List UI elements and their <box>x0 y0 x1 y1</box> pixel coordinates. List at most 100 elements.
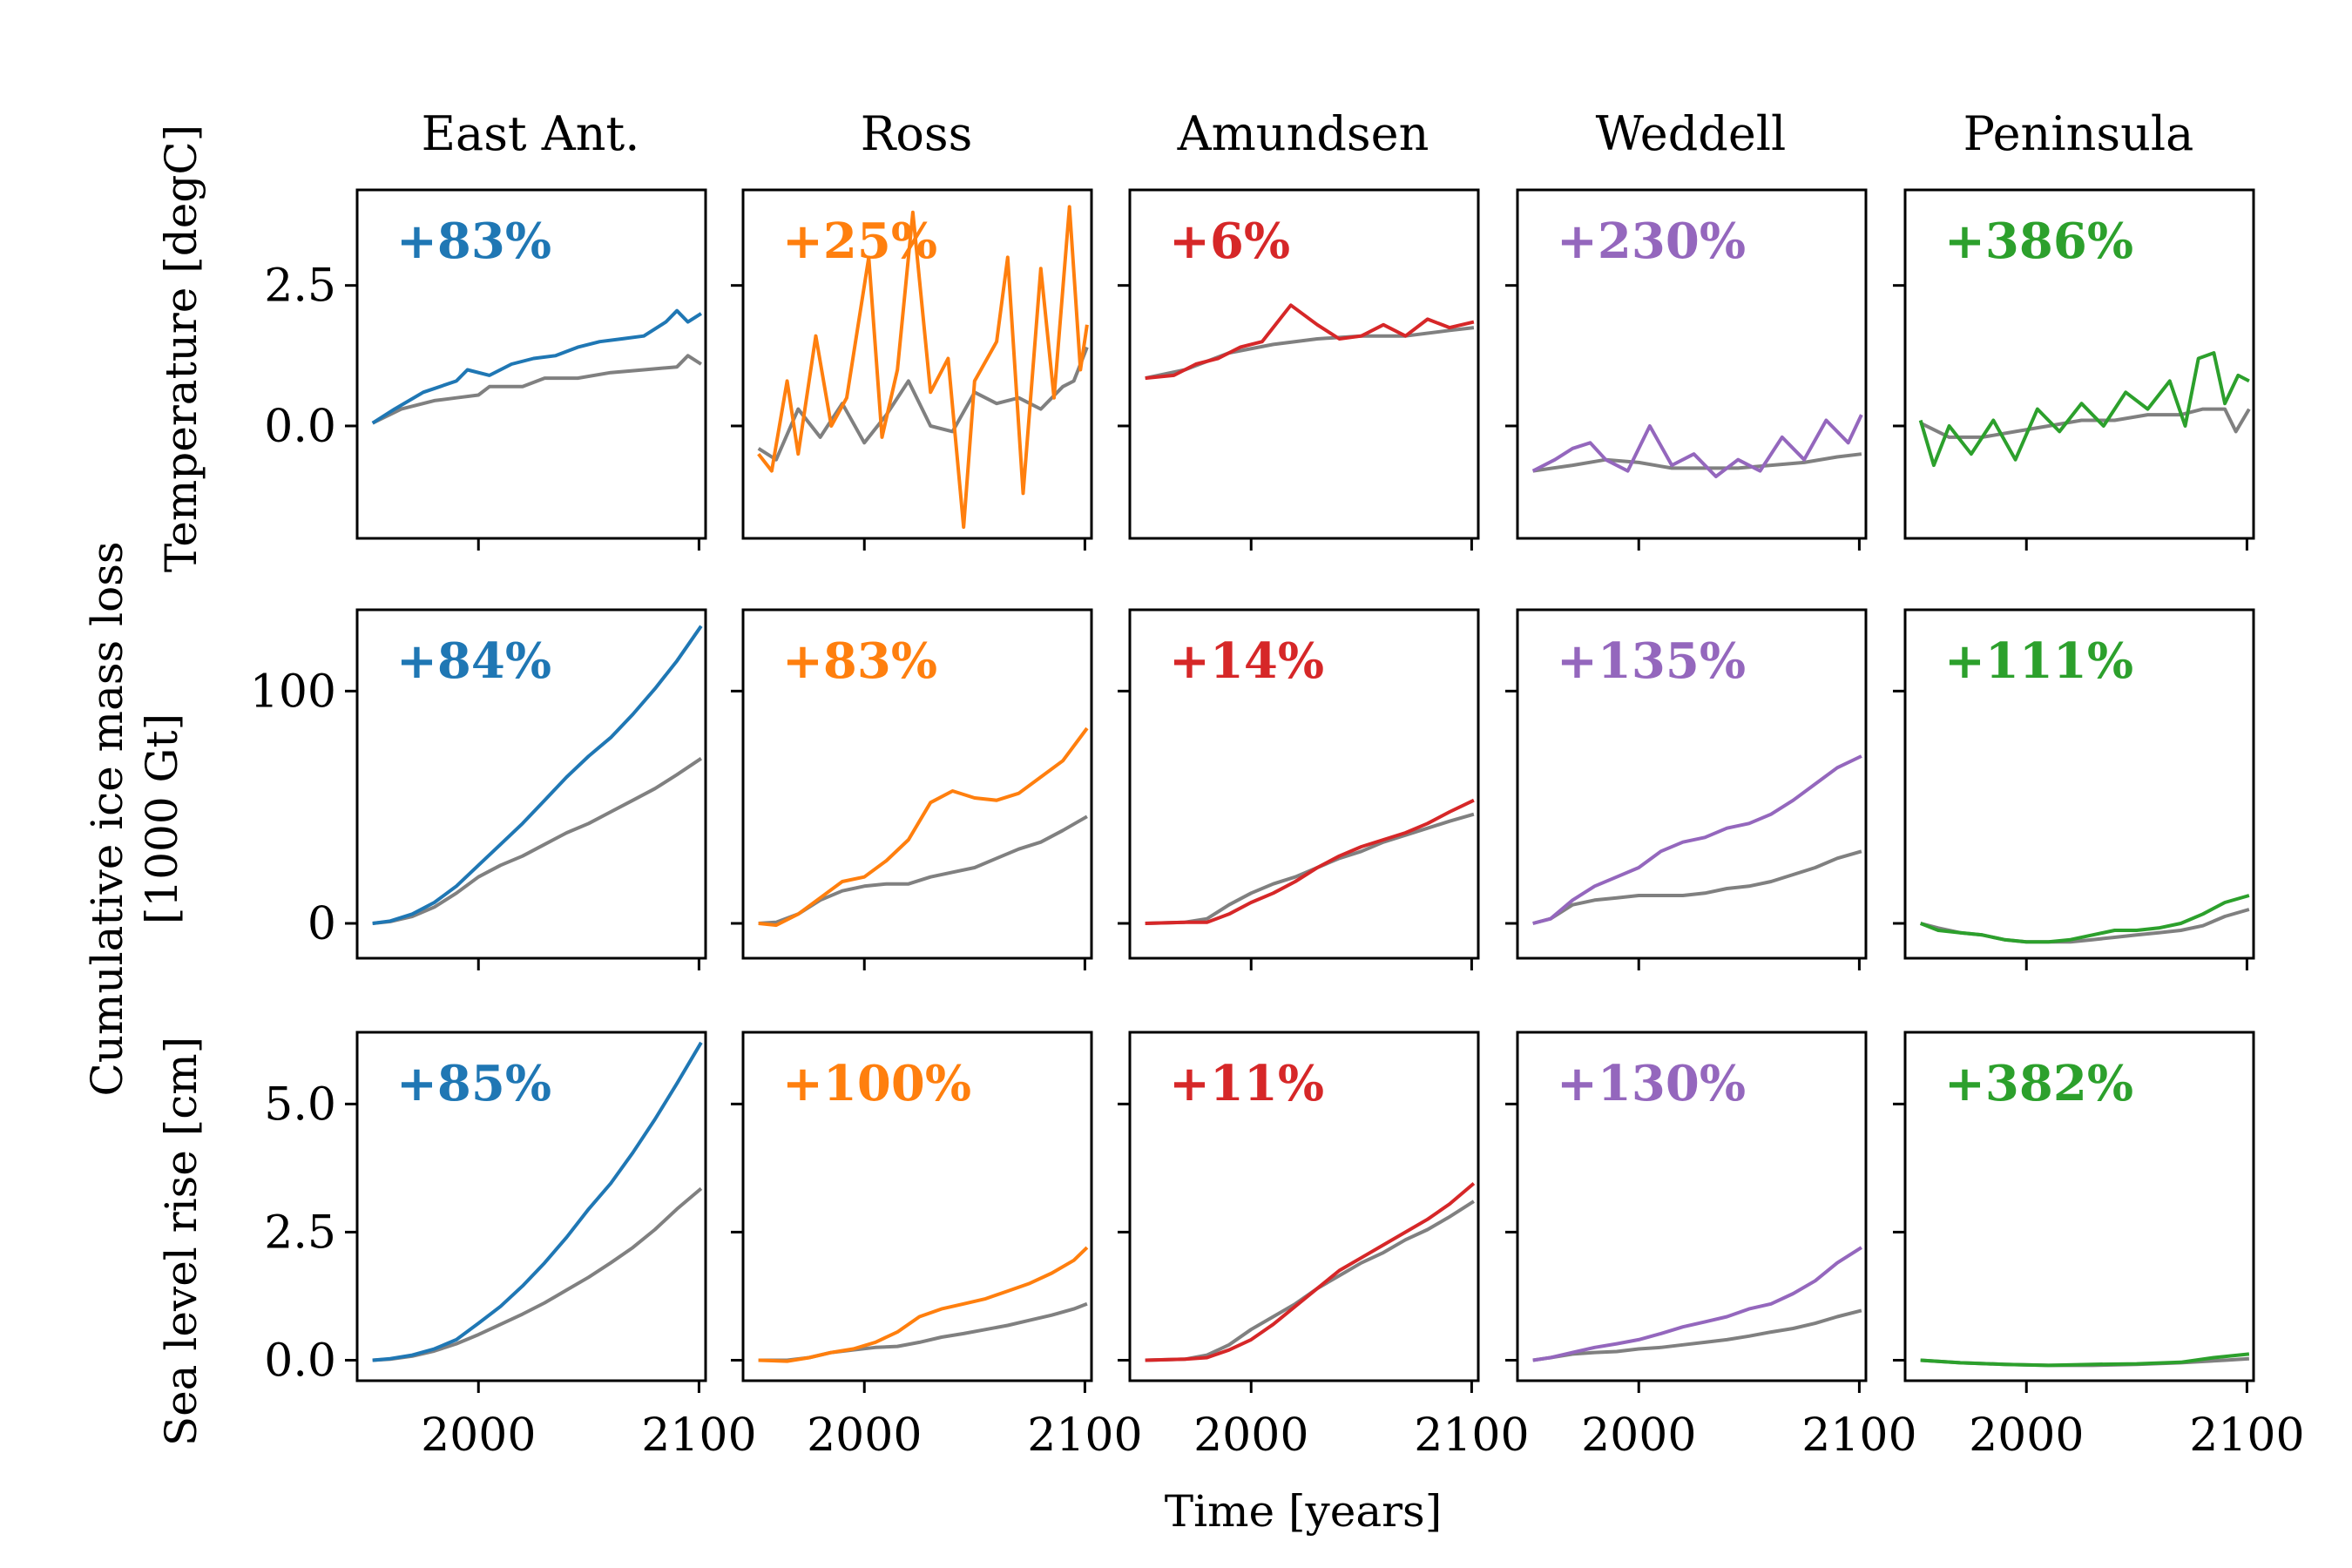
series-reference-line <box>1532 452 1862 473</box>
series-ross-line <box>758 727 1089 928</box>
series-reference-line <box>1919 407 2251 439</box>
axes-frame <box>1903 608 2255 960</box>
panel-r2-ross: +100% 2000 2100 <box>731 1031 1143 1462</box>
ylabel-temperature: Temperature [degC] <box>156 125 206 572</box>
percent-change-label: +100% <box>782 1055 971 1112</box>
series-weddell-line <box>1531 414 1863 478</box>
column-title-amundsen: Amundsen <box>1177 106 1429 161</box>
percent-change-label: +130% <box>1557 1055 1746 1112</box>
x-tick-label: 2000 <box>421 1409 536 1462</box>
axes-frame <box>1128 1031 1480 1382</box>
axes-frame <box>741 1031 1093 1382</box>
panel-r0-peninsula: +386% <box>1893 188 2255 551</box>
y-tick-label: 2.5 <box>264 1206 336 1259</box>
axes-frame <box>1128 188 1480 540</box>
axes-frame <box>355 188 707 540</box>
y-tick-label: 0 <box>308 898 336 950</box>
panel-r2-east-ant: +85% 0.0 2.5 5.0 2000 2100 <box>264 1031 757 1462</box>
xlabel: Time [years] <box>1165 1486 1442 1537</box>
axes-frame <box>1903 188 2255 540</box>
ylabel-ice-mass-loss-line2: [1000 Gt] <box>137 713 187 924</box>
percent-change-label: +84% <box>396 632 551 690</box>
column-title-east-ant: East Ant. <box>422 106 640 161</box>
panel-r2-amundsen: +11% 2000 2100 <box>1118 1031 1530 1462</box>
axes-frame <box>1516 608 1868 960</box>
percent-change-label: +382% <box>1944 1055 2133 1112</box>
y-tick-label: 2.5 <box>264 260 336 313</box>
series-peninsula-line <box>1920 1352 2250 1368</box>
series-peninsula-line <box>1918 351 2250 468</box>
series-weddell-line <box>1532 1246 1862 1362</box>
x-tick-label: 2100 <box>1027 1409 1142 1462</box>
series-amundsen-line <box>1145 303 1475 381</box>
series-reference-line <box>1145 812 1475 925</box>
panel-r1-amundsen: +14% <box>1118 608 1480 970</box>
column-titles: East Ant. Ross Amundsen Weddell Peninsul… <box>422 106 2194 161</box>
percent-change-label: +83% <box>396 213 551 270</box>
x-tick-label: 2100 <box>1801 1409 1916 1462</box>
series-reference-line <box>757 346 1089 462</box>
percent-change-label: +25% <box>782 213 937 270</box>
series-reference-line <box>1145 326 1475 381</box>
series-reference-line <box>372 1186 703 1362</box>
column-title-weddell: Weddell <box>1596 106 1787 161</box>
x-tick-label: 2000 <box>1581 1409 1696 1462</box>
series-peninsula-line <box>1919 894 2250 944</box>
x-tick-label: 2100 <box>2189 1409 2304 1462</box>
series-reference-line <box>758 1301 1088 1362</box>
y-tick-label: 0.0 <box>264 1335 336 1387</box>
panel-r0-ross: +25% <box>731 188 1093 551</box>
percent-change-label: +135% <box>1557 632 1746 690</box>
panel-r1-east-ant: +84% 0 100 <box>250 608 707 970</box>
percent-change-label: +111% <box>1944 632 2133 690</box>
series-amundsen-line <box>1145 798 1475 925</box>
series-east-ant-line <box>371 308 702 425</box>
panel-r1-peninsula: +111% <box>1893 608 2255 970</box>
series-reference-line <box>1532 849 1862 925</box>
x-tick-label: 2100 <box>1414 1409 1529 1462</box>
axes-frame <box>741 608 1093 960</box>
series-reference-line <box>372 757 703 925</box>
percent-change-label: +85% <box>396 1055 551 1112</box>
panel-r1-weddell: +135% <box>1505 608 1868 970</box>
panel-r0-weddell: +230% <box>1505 188 1868 551</box>
panel-r0-amundsen: +6% <box>1118 188 1480 551</box>
percent-change-label: +6% <box>1169 213 1290 270</box>
column-title-peninsula: Peninsula <box>1963 106 2194 161</box>
column-title-ross: Ross <box>861 106 973 161</box>
panel-r2-weddell: +130% 2000 2100 <box>1505 1031 1917 1462</box>
axes-frame <box>1516 188 1868 540</box>
y-tick-label: 100 <box>250 666 336 718</box>
series-ross-line <box>757 205 1089 530</box>
percent-change-label: +14% <box>1169 632 1324 690</box>
x-tick-label: 2100 <box>641 1409 756 1462</box>
axes-frame <box>355 1031 707 1382</box>
panel-r2-peninsula: +382% 2000 2100 <box>1893 1031 2305 1462</box>
series-reference-line <box>1532 1308 1862 1362</box>
ylabel-ice-mass-loss-line1: Cumulative ice mass loss <box>82 541 132 1096</box>
x-tick-label: 2000 <box>807 1409 922 1462</box>
series-weddell-line <box>1532 754 1862 925</box>
y-tick-label: 5.0 <box>264 1078 336 1131</box>
series-east-ant-line <box>372 1041 703 1362</box>
axes-frame <box>1516 1031 1868 1382</box>
percent-change-label: +230% <box>1557 213 1746 270</box>
axes-frame <box>1903 1031 2255 1382</box>
x-tick-label: 2000 <box>1969 1409 2084 1462</box>
axes-frame <box>1128 608 1480 960</box>
panel-r0-east-ant: +83% 0.0 2.5 <box>264 188 707 551</box>
series-amundsen-line <box>1145 1181 1476 1362</box>
ylabel-sea-level-rise: Sea level rise [cm] <box>156 1037 206 1446</box>
percent-change-label: +386% <box>1944 213 2133 270</box>
y-tick-label: 0.0 <box>264 401 336 453</box>
percent-change-label: +11% <box>1169 1055 1324 1112</box>
x-tick-label: 2000 <box>1193 1409 1308 1462</box>
axes-frame <box>355 608 707 960</box>
row-labels: Temperature [degC] Cumulative ice mass l… <box>82 125 206 1446</box>
axes-frame <box>741 188 1093 540</box>
series-east-ant-line <box>372 625 703 925</box>
panel-r1-ross: +83% <box>731 608 1093 970</box>
percent-change-label: +83% <box>782 632 937 690</box>
